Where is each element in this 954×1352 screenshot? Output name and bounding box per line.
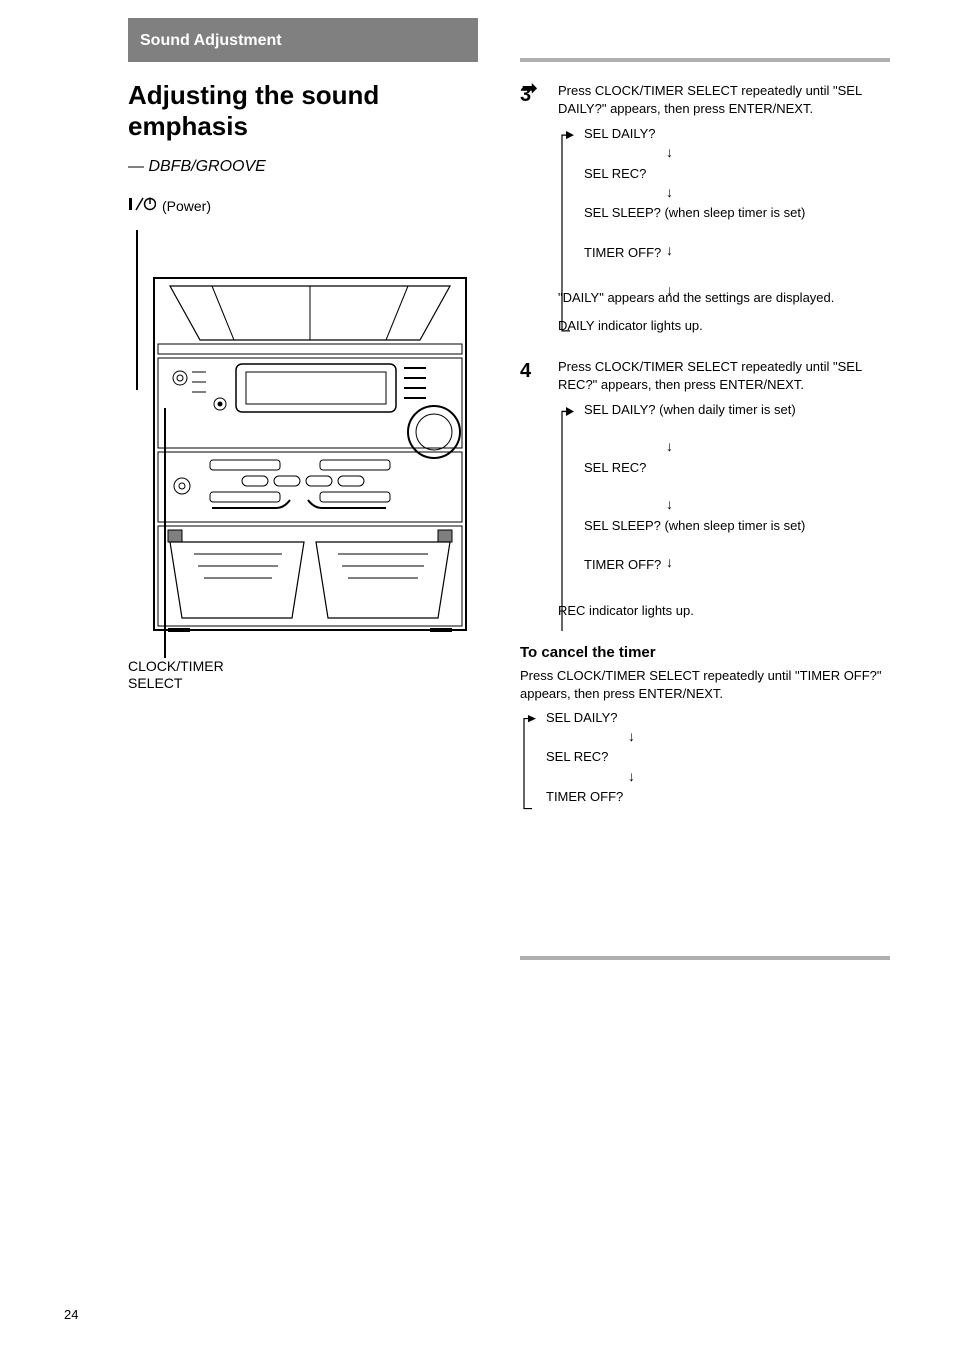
- down-arrow-icon: ↓: [666, 183, 673, 202]
- loop-bracket-icon: [558, 407, 574, 631]
- step-3-note: "DAILY" appears and the settings are dis…: [558, 289, 890, 307]
- section-header-bar: Sound Adjustment: [128, 18, 478, 62]
- seq-item: TIMER OFF?: [546, 789, 623, 804]
- step-3-lead-text: Press CLOCK/TIMER SELECT repeatedly unti…: [558, 82, 890, 117]
- down-arrow-icon: ↓: [666, 281, 673, 300]
- section-header-text: Sound Adjustment: [140, 32, 282, 49]
- loop-bracket-icon: [520, 715, 536, 823]
- top-horizontal-rule: [520, 58, 890, 62]
- power-icon: [128, 196, 156, 215]
- clock-timer-select-callout: CLOCK/TIMER SELECT: [128, 658, 218, 692]
- cancel-lead-text: Press CLOCK/TIMER SELECT repeatedly unti…: [520, 667, 890, 702]
- cancel-timer-block: To cancel the timer Press CLOCK/TIMER SE…: [520, 643, 890, 805]
- callout-leader-line-power: [136, 230, 138, 390]
- seq-item: TIMER OFF?: [584, 245, 661, 260]
- seq-item: SEL DAILY? (when daily timer is set): [584, 402, 796, 417]
- page-title: Adjusting the sound emphasis: [128, 80, 488, 142]
- down-arrow-icon: ↓: [666, 143, 673, 162]
- down-arrow-icon: ↓: [666, 437, 673, 456]
- instruction-column: 3 Press CLOCK/TIMER SELECT repeatedly un…: [520, 82, 890, 829]
- seq-item: SEL REC?: [584, 460, 646, 475]
- step-4-footer: REC indicator lights up.: [558, 602, 890, 620]
- power-button-label: (Power): [128, 196, 211, 215]
- seq-item: SEL REC?: [584, 166, 646, 181]
- step-3-number: 3: [520, 82, 531, 109]
- page-number: 24: [64, 1307, 78, 1322]
- cancel-sequence: SEL DAILY? ↓ SEL REC? ↓ TIMER OFF?: [520, 709, 890, 806]
- stereo-system-figure: [150, 274, 470, 634]
- seq-item: TIMER OFF?: [584, 557, 661, 572]
- down-arrow-icon: ↓: [666, 495, 673, 514]
- step-3-footer: DAILY indicator lights up.: [558, 317, 890, 335]
- step-4-number: 4: [520, 358, 531, 385]
- step-4-block: 4 Press CLOCK/TIMER SELECT repeatedly un…: [520, 358, 890, 619]
- power-label-text: (Power): [162, 198, 211, 214]
- seq-item: SEL REC?: [546, 749, 608, 764]
- loop-bracket-icon: [558, 131, 574, 335]
- step-3-sequence: SEL DAILY? ↓ SEL REC? ↓ SEL SLEEP? (when…: [558, 125, 890, 283]
- cancel-heading: To cancel the timer: [520, 643, 890, 663]
- feature-subtitle: — DBFB/GROOVE: [128, 158, 266, 176]
- bottom-horizontal-rule: [520, 956, 890, 960]
- step-3-block: 3 Press CLOCK/TIMER SELECT repeatedly un…: [520, 82, 890, 334]
- seq-item: SEL DAILY?: [584, 126, 656, 141]
- step-4-lead-text: Press CLOCK/TIMER SELECT repeatedly unti…: [558, 358, 890, 393]
- down-arrow-icon: ↓: [628, 767, 635, 786]
- down-arrow-icon: ↓: [628, 727, 635, 746]
- seq-item: SEL SLEEP? (when sleep timer is set): [584, 518, 805, 533]
- seq-item: SEL SLEEP? (when sleep timer is set): [584, 205, 805, 220]
- step-4-sequence: SEL DAILY? (when daily timer is set) ↓ S…: [558, 401, 890, 595]
- seq-item: SEL DAILY?: [546, 710, 618, 725]
